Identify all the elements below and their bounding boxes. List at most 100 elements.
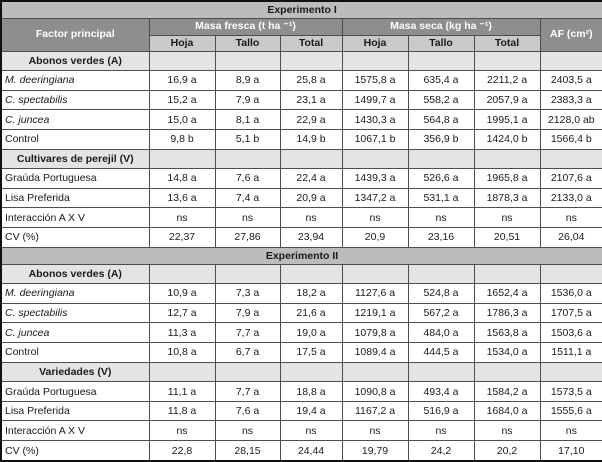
empty-cell [214, 148, 281, 170]
value-cell: 1079,8 a [341, 322, 409, 344]
subheader-tallo-seca: Tallo [407, 34, 475, 52]
value-cell: 516,9 a [407, 400, 475, 422]
value-cell: 19,79 [341, 440, 409, 462]
section-label: Variedades (V) [0, 361, 150, 383]
value-cell: 1707,5 a [539, 302, 602, 324]
value-cell: 2057,9 a [473, 89, 541, 111]
value-cell: ns [539, 207, 602, 228]
value-cell: 7,3 a [214, 283, 281, 304]
empty-cell [473, 361, 541, 383]
section-label: Abonos verdes (A) [0, 50, 150, 72]
af-header: AF (cm²) [539, 17, 602, 52]
empty-cell [279, 263, 343, 285]
factor-principal-header: Factor principal [0, 17, 150, 52]
empty-cell [148, 361, 216, 383]
row-label: Control [0, 342, 150, 363]
value-cell: 1575,8 a [341, 70, 409, 91]
value-cell: 1089,4 a [341, 342, 409, 363]
value-cell: ns [407, 420, 475, 442]
value-cell: ns [279, 420, 343, 442]
value-cell: 20,2 [473, 440, 541, 462]
data-row: C. juncea 15,0 a 8,1 a 22,9 a 1430,3 a 564,8 … [0, 109, 602, 130]
value-cell: 22,4 a [279, 168, 343, 189]
value-cell: 1566,4 b [539, 128, 602, 150]
value-cell: ns [341, 420, 409, 442]
value-cell: 27,86 [214, 226, 281, 248]
empty-cell [539, 50, 602, 72]
value-cell: 1347,2 a [341, 187, 409, 209]
empty-cell [539, 148, 602, 170]
empty-cell [341, 50, 409, 72]
value-cell: 17,5 a [279, 342, 343, 363]
empty-cell [214, 50, 281, 72]
section-label: Cultivares de perejil (V) [0, 148, 150, 170]
value-cell: 23,94 [279, 226, 343, 248]
value-cell: ns [148, 420, 216, 442]
value-cell: 16,9 a [148, 70, 216, 91]
value-cell: 1684,0 a [473, 400, 541, 422]
value-cell: 15,0 a [148, 109, 216, 130]
subheader-row: Hoja Tallo Total Hoja Tallo Total [1, 34, 602, 52]
row-label: Interacción A X V [0, 207, 150, 228]
value-cell: 1652,4 a [473, 283, 541, 304]
value-cell: 7,7 a [214, 322, 281, 344]
value-cell: 1878,3 a [473, 187, 541, 209]
row-label: C. juncea [0, 322, 150, 344]
experiment-band: Experimento II [0, 246, 602, 265]
value-cell: 526,6 a [407, 168, 475, 189]
value-cell: 7,6 a [214, 400, 281, 422]
empty-cell [407, 50, 475, 72]
masa-seca-group-header: Masa seca (kg ha ⁻¹) [341, 17, 541, 36]
empty-cell [407, 148, 475, 170]
row-label: CV (%) [0, 226, 150, 248]
empty-cell [148, 263, 216, 285]
value-cell: 484,0 a [407, 322, 475, 344]
value-cell: 1573,5 a [539, 381, 602, 402]
value-cell: ns [473, 207, 541, 228]
empty-cell [341, 148, 409, 170]
value-cell: 1965,8 a [473, 168, 541, 189]
value-cell: ns [407, 207, 475, 228]
value-cell: 567,2 a [407, 302, 475, 324]
row-label: Lisa Preferida [0, 400, 150, 422]
value-cell: 558,2 a [407, 89, 475, 111]
value-cell: 1219,1 a [341, 302, 409, 324]
experiment-title: Experimento I [0, 0, 602, 19]
value-cell: 1534,0 a [473, 342, 541, 363]
value-cell: 1503,6 a [539, 322, 602, 344]
value-cell: 1563,8 a [473, 322, 541, 344]
value-cell: 23,1 a [279, 89, 343, 111]
value-cell: 7,6 a [214, 168, 281, 189]
empty-cell [473, 148, 541, 170]
value-cell: 8,9 a [214, 70, 281, 91]
section-row: Cultivares de perejil (V) [0, 148, 602, 170]
data-row: CV (%) 22,8 28,15 24,44 19,79 24,2 20,2 17,10 [0, 440, 602, 462]
section-row: Abonos verdes (A) [0, 50, 602, 72]
value-cell: 2211,2 a [473, 70, 541, 91]
experiment-band: Experimento I [0, 0, 602, 19]
value-cell: 524,8 a [407, 283, 475, 304]
value-cell: 20,51 [473, 226, 541, 248]
value-cell: 1167,2 a [341, 400, 409, 422]
value-cell: 28,15 [214, 440, 281, 462]
value-cell: 25,8 a [279, 70, 343, 91]
value-cell: 1067,1 b [341, 128, 409, 150]
value-cell: 1127,6 a [341, 283, 409, 304]
empty-cell [407, 263, 475, 285]
data-row: Graúda Portuguesa 11,1 a 7,7 a 18,8 a 1090,8… [0, 381, 602, 402]
value-cell: ns [473, 420, 541, 442]
value-cell: 20,9 a [279, 187, 343, 209]
value-cell: 2403,5 a [539, 70, 602, 91]
value-cell: 11,8 a [148, 400, 216, 422]
value-cell: 1536,0 a [539, 283, 602, 304]
value-cell: 15,2 a [148, 89, 216, 111]
